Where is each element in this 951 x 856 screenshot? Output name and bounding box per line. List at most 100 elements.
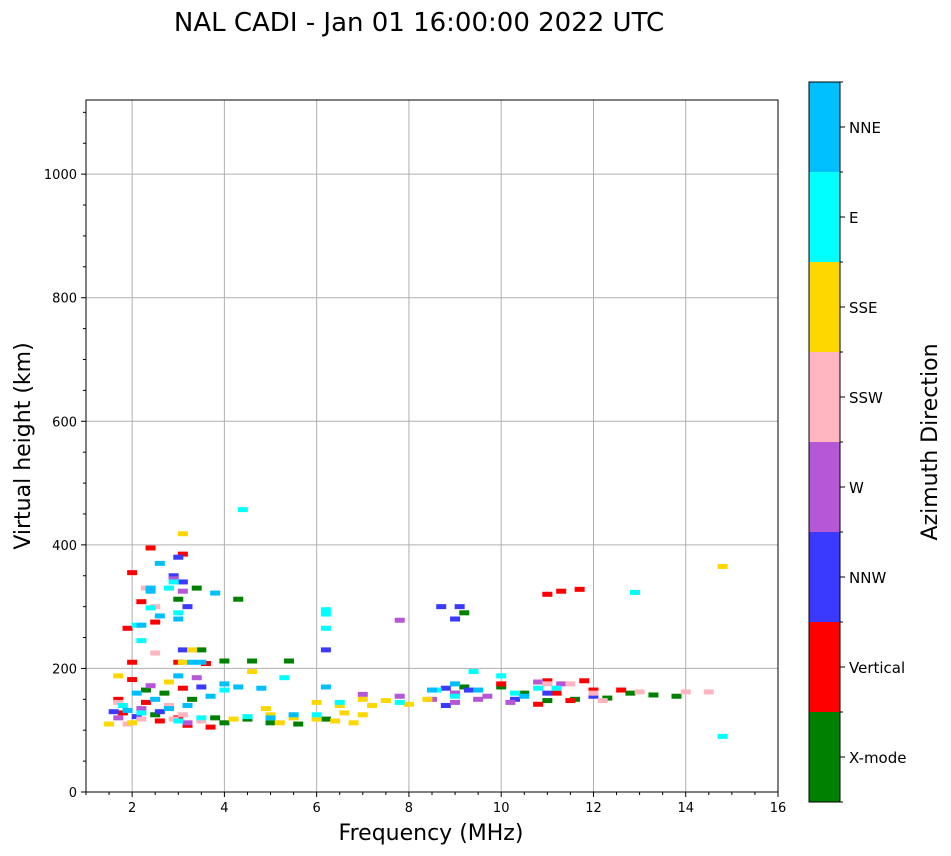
x-tick-label: 8 — [405, 801, 413, 816]
data-point-nne — [136, 622, 147, 628]
data-point-nne — [187, 659, 198, 665]
data-point-nne — [519, 693, 530, 699]
data-point-sse — [311, 716, 322, 722]
x-axis-label: Frequency (MHz) — [339, 821, 524, 846]
data-point-ssw — [164, 703, 175, 708]
data-point-x-mode — [283, 658, 294, 664]
colorbar-category-label: X-mode — [849, 749, 906, 767]
data-point-e — [173, 610, 184, 616]
data-point-vertical — [533, 701, 544, 707]
data-point-nne — [182, 703, 193, 708]
data-point-nnw — [320, 647, 331, 653]
data-point-sse — [330, 718, 341, 724]
data-point-nne — [145, 588, 156, 594]
data-point-sse — [274, 720, 285, 726]
data-point-sse — [403, 701, 414, 707]
data-point-sse — [288, 715, 299, 721]
x-tick-label: 14 — [677, 801, 694, 816]
data-point-e — [196, 715, 207, 721]
data-point-sse — [357, 712, 368, 718]
data-point-nne — [154, 560, 165, 566]
x-tick-label: 10 — [493, 801, 510, 816]
data-point-x-mode — [219, 720, 230, 726]
colorbar-category-label: SSE — [849, 299, 878, 317]
data-point-e — [237, 507, 248, 513]
colorbar-category-label: NNW — [849, 569, 886, 587]
data-point-nne — [196, 659, 207, 665]
data-point-x-mode — [671, 693, 682, 699]
colorbar-category-label: Vertical — [849, 659, 905, 677]
data-point-vertical — [127, 677, 138, 683]
data-point-w — [113, 715, 124, 721]
data-point-ssw — [565, 681, 576, 687]
data-point-nnw — [450, 616, 461, 622]
data-point-nne — [210, 590, 221, 596]
data-point-vertical — [122, 625, 133, 631]
data-point-vertical — [496, 681, 507, 687]
data-point-w — [473, 696, 484, 702]
data-point-x-mode — [519, 690, 530, 696]
data-point-x-mode — [196, 647, 207, 653]
x-tick-label: 12 — [585, 801, 602, 816]
x-tick-label: 4 — [220, 801, 228, 816]
data-point-e — [629, 589, 640, 595]
data-point-vertical — [177, 551, 188, 557]
data-point-sse — [164, 679, 175, 685]
data-point-x-mode — [210, 715, 221, 721]
data-point-w — [168, 576, 179, 582]
data-point-vertical — [556, 588, 567, 594]
data-points — [104, 507, 728, 739]
data-point-e — [450, 693, 461, 699]
data-point-nne — [205, 693, 216, 699]
data-point-ssw — [542, 681, 553, 687]
data-point-nnw — [588, 693, 599, 699]
data-point-vertical — [542, 678, 553, 684]
data-point-nnw — [440, 685, 451, 691]
data-point-nne — [173, 673, 184, 679]
data-point-e — [496, 673, 507, 679]
data-point-nne — [219, 681, 230, 687]
y-tick-label: 0 — [69, 786, 77, 801]
data-point-w — [394, 693, 405, 699]
data-point-x-mode — [320, 716, 331, 722]
y-axis: 0 200 400 600 800 1000 — [44, 111, 86, 801]
colorbar-segment — [809, 532, 840, 622]
data-point-e — [320, 607, 331, 613]
data-point-ssw — [703, 689, 714, 695]
chart-title: NAL CADI - Jan 01 16:00:00 2022 UTC — [174, 8, 664, 38]
data-point-nne — [233, 684, 244, 690]
data-point-nnw — [542, 690, 553, 696]
data-point-e — [219, 687, 230, 693]
colorbar-segment — [809, 172, 840, 262]
data-point-ssw — [113, 699, 124, 705]
data-point-e — [117, 703, 128, 708]
data-point-ssw — [177, 712, 188, 718]
colorbar-label: Azimuth Direction — [918, 343, 943, 540]
data-point-e — [717, 733, 728, 739]
data-point-nne — [145, 585, 156, 591]
data-point-x-mode — [173, 596, 184, 602]
data-point-x-mode — [219, 658, 230, 664]
data-point-vertical — [205, 724, 216, 730]
data-point-vertical — [127, 570, 138, 576]
data-point-nne — [154, 613, 165, 619]
data-point-nnw — [173, 554, 184, 560]
data-point-w — [191, 675, 202, 681]
data-point-nne — [427, 687, 437, 693]
data-point-e — [551, 685, 562, 691]
data-point-sse — [127, 720, 138, 726]
data-point-vertical — [127, 659, 138, 665]
data-point-w — [450, 699, 461, 705]
data-point-sse — [177, 531, 188, 537]
data-point-nnw — [463, 687, 474, 693]
data-point-vertical — [145, 545, 156, 551]
data-point-vertical — [588, 687, 599, 693]
data-point-vertical — [574, 586, 585, 592]
data-point-nne — [256, 685, 267, 691]
data-point-nne — [131, 690, 142, 696]
data-point-nnw — [154, 709, 165, 715]
data-point-sse — [260, 706, 271, 712]
colorbar-frame — [808, 81, 841, 803]
data-point-nne — [473, 687, 484, 693]
